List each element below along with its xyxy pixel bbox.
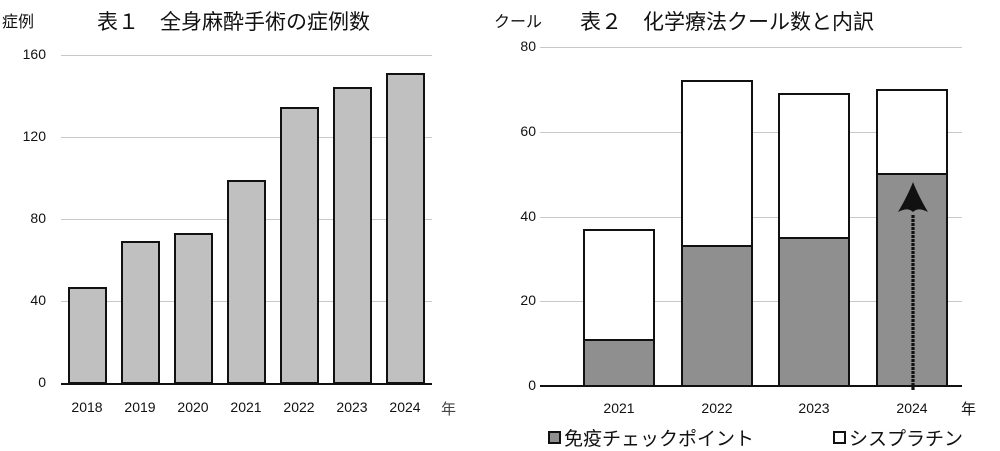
chart1-bar-2020 (174, 233, 213, 384)
legend-label: シスプラチン (849, 428, 964, 450)
legend-swatch-white (833, 431, 846, 444)
chart1-gridline-120 (61, 137, 432, 138)
chart1-ytick: 160 (22, 46, 46, 62)
chart2-bar-2024-cisplatin (876, 89, 948, 176)
chart1-title: 表１ 全身麻酔手術の症例数 (97, 10, 370, 34)
chart2-bar-2022-cisplatin (681, 80, 753, 248)
chart1-bar-2022 (280, 107, 319, 384)
chart2-ytick: 80 (520, 38, 536, 54)
chart1-xtick: 2019 (124, 399, 156, 415)
chart2-xtick: 2021 (603, 400, 635, 416)
chart1-xtick: 2022 (283, 399, 315, 415)
chart1-bar-2023 (333, 87, 372, 384)
chart1-ytick: 40 (30, 292, 46, 308)
chart2-title: 表２ 化学療法クール数と内訳 (580, 10, 874, 34)
chart2-xtick: 2022 (701, 400, 733, 416)
chart2-ytick: 0 (528, 377, 536, 393)
chart2-x-axis (540, 385, 962, 387)
chart1-bar-2024 (386, 73, 425, 384)
chart1-ytick: 0 (38, 374, 46, 390)
chart1-y-axis-label: 症例 (2, 12, 35, 31)
chart1-bar-2021 (227, 180, 266, 384)
legend-item-cisplatin: シスプラチン (833, 424, 963, 451)
chart2-xtick: 2024 (896, 400, 928, 416)
chart1-bar-2018 (68, 287, 107, 384)
chart2-bar-2022-immune (681, 245, 753, 387)
up-arrow-annotation-icon (898, 182, 928, 390)
legend-swatch-gray (548, 431, 561, 444)
chart2-ytick: 20 (520, 292, 536, 308)
chart2-xtick: 2023 (798, 400, 830, 416)
chart2-bar-2021-immune (583, 339, 655, 387)
chart1-gridline-160 (61, 55, 432, 56)
chart1-xtick: 2020 (177, 399, 209, 415)
chart2-bar-2021-cisplatin (583, 229, 655, 342)
legend-label: 免疫チェックポイント (564, 428, 755, 450)
chart1-xtick: 2023 (336, 399, 368, 415)
chart1-bar-2019 (121, 241, 160, 384)
legend-item-immune-checkpoint: 免疫チェックポイント (548, 424, 754, 451)
chart2-gridline-80 (540, 47, 962, 48)
chart1-xtick: 2021 (230, 399, 262, 415)
chart2-bar-2023-immune (778, 237, 850, 387)
chart1-x-axis (61, 383, 432, 385)
chart2-ytick: 60 (520, 123, 536, 139)
chart2-ytick: 40 (520, 208, 536, 224)
chart2-y-axis-label: クール (494, 12, 543, 31)
chart1-ytick: 80 (30, 210, 46, 226)
chart1-xtick: 2024 (389, 399, 421, 415)
chart2-bar-2023-cisplatin (778, 93, 850, 240)
chart2-x-unit: 年 (961, 400, 977, 418)
chart1-xtick: 2018 (71, 399, 103, 415)
chart1-ytick: 120 (22, 128, 46, 144)
chart1-x-unit: 年 (441, 400, 457, 418)
